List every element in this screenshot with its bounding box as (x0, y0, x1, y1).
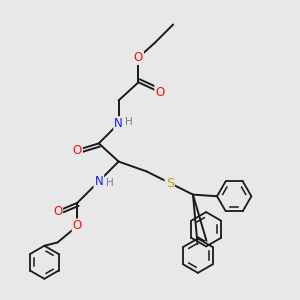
Text: H: H (125, 117, 133, 127)
Text: O: O (155, 86, 164, 99)
Text: O: O (73, 220, 82, 232)
Text: N: N (114, 117, 123, 130)
Text: O: O (134, 51, 143, 64)
Text: S: S (166, 176, 174, 190)
Text: N: N (94, 175, 103, 188)
Text: H: H (106, 178, 113, 188)
Text: O: O (73, 143, 82, 157)
Text: O: O (53, 205, 62, 218)
